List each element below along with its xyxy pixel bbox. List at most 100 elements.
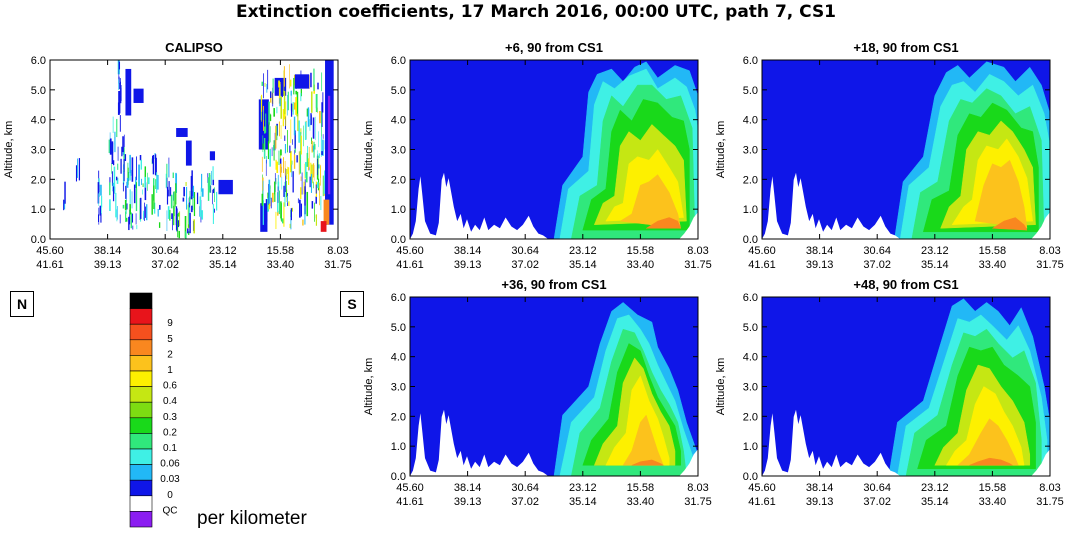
calipso-pixel: [317, 82, 319, 90]
calipso-pixel: [175, 202, 177, 208]
calipso-pixel: [308, 75, 310, 90]
calipso-pixel: [212, 179, 215, 186]
calipso-pixel: [177, 220, 180, 228]
calipso-pixel: [147, 177, 150, 185]
calipso-pixel: [263, 73, 264, 99]
calipso-pixel: [313, 141, 315, 158]
calipso-pixel: [261, 156, 263, 172]
y-tick-label: 2.0: [743, 411, 758, 423]
calipso-pixel: [272, 78, 274, 94]
calipso-pixel: [282, 83, 284, 96]
x-tick-label-lat: 30.64: [511, 482, 539, 494]
calipso-pixel: [290, 90, 292, 111]
calipso-pixel: [75, 165, 78, 182]
calipso-pixel: [112, 160, 115, 166]
calipso-pixel: [145, 206, 146, 218]
calipso-pixel: [311, 164, 313, 184]
calipso-pixel: [100, 213, 102, 223]
calipso-pixel: [144, 176, 146, 188]
calipso-pixel: [295, 90, 298, 95]
calipso-pixel: [178, 212, 180, 217]
calipso-pixel: [114, 137, 116, 145]
calipso-pixel: [292, 171, 294, 193]
calipso-pixel: [132, 225, 134, 230]
calipso-pixel: [264, 106, 267, 114]
y-tick-label: 4.0: [743, 352, 758, 364]
calipso-pixel: [300, 135, 302, 155]
colorbar-swatch: [129, 511, 153, 528]
calipso-pixel: [157, 208, 159, 217]
calipso-pixel: [265, 159, 267, 176]
colorbar-label: 0.06: [160, 459, 180, 470]
x-tick-label-lat: 38.14: [454, 245, 482, 257]
colorbar-legend: 9 5 2 1 0.6 0.4 0.3 0.2 0.1 0.06 0.03 0 QC: [129, 292, 180, 528]
y-tick-label: 3.0: [391, 145, 406, 157]
x-tick-label-lon: 33.40: [979, 259, 1007, 271]
calipso-pixel: [100, 195, 103, 208]
calipso-pixel: [168, 181, 170, 197]
calipso-pixel: [293, 154, 296, 169]
calipso-pixel: [281, 166, 282, 173]
calipso-pixel: [314, 202, 315, 222]
calipso-pixel: [151, 155, 154, 164]
x-tick-label-lon: 41.61: [36, 259, 64, 271]
colorbar-label: 0.6: [163, 381, 177, 392]
calipso-pixel: [187, 204, 189, 229]
colorbar-label: 0.1: [163, 443, 177, 454]
calipso-pixel: [322, 134, 324, 139]
x-tick-label-lat: 23.12: [569, 245, 597, 257]
calipso-pixel: [188, 203, 190, 225]
calipso-pixel: [320, 196, 322, 211]
calipso-pixel: [310, 173, 313, 193]
calipso-pixel: [270, 91, 272, 98]
extinction-contour-ylo: [619, 174, 682, 229]
calipso-pixel: [315, 214, 317, 219]
x-tick-label-lat: 30.64: [151, 245, 179, 257]
calipso-pixel: [292, 103, 293, 112]
y-tick-label: 0.0: [743, 471, 758, 483]
calipso-pixel: [289, 145, 291, 153]
colorbar-swatch: [129, 401, 153, 419]
calipso-pixel: [170, 187, 172, 197]
x-tick-label-lon: 37.02: [863, 259, 891, 271]
x-tick-label-lat: 8.03: [1039, 482, 1060, 494]
calipso-pixel: [209, 151, 216, 161]
calipso-pixel: [159, 204, 161, 210]
calipso-pixel: [201, 173, 203, 192]
calipso-pixel: [199, 196, 202, 217]
x-tick-label-lon: 41.61: [748, 259, 776, 271]
calipso-pixel: [277, 210, 279, 216]
calipso-pixel: [178, 230, 180, 239]
extinction-contour-ylo: [957, 418, 1019, 466]
calipso-pixel: [120, 158, 122, 174]
calipso-pixel: [63, 200, 66, 210]
calipso-pixel: [296, 91, 299, 117]
x-tick-label-lat: 45.60: [748, 245, 776, 257]
calipso-pixel: [274, 181, 276, 202]
calipso-pixel: [321, 102, 323, 127]
calipso-pixel: [269, 113, 271, 122]
calipso-pixel: [124, 154, 127, 161]
y-tick-label: 1.0: [31, 204, 46, 216]
x-tick-label-lon: 35.14: [569, 496, 597, 508]
calipso-pixel: [136, 156, 137, 181]
calipso-pixel: [290, 210, 292, 218]
calipso-pixel: [108, 139, 110, 154]
calipso-pixel: [131, 191, 133, 209]
calipso-pixel: [284, 160, 286, 176]
forecast-panel-plus36: +36, 90 from CS1 Altitude, km 0.0 1.0 2.0 3.0…: [363, 277, 712, 508]
x-tick-label-lat: 8.03: [1039, 245, 1060, 257]
x-tick-label-lat: 23.12: [921, 245, 949, 257]
calipso-pixel: [309, 119, 311, 131]
y-tick-label: 0.0: [743, 234, 758, 246]
y-tick-label: 2.0: [391, 411, 406, 423]
colorbar-label: 0.3: [163, 412, 177, 423]
calipso-pixel: [308, 146, 310, 168]
calipso-pixel: [270, 126, 271, 143]
calipso-pixel: [267, 69, 269, 90]
calipso-pixel: [126, 177, 129, 188]
x-tick-label-lat: 30.64: [863, 482, 891, 494]
terrain-mask-right: [1031, 212, 1050, 239]
figure-title: Extinction coefficients, 17 March 2016, …: [235, 2, 837, 22]
x-tick-label-lon: 33.40: [627, 496, 655, 508]
